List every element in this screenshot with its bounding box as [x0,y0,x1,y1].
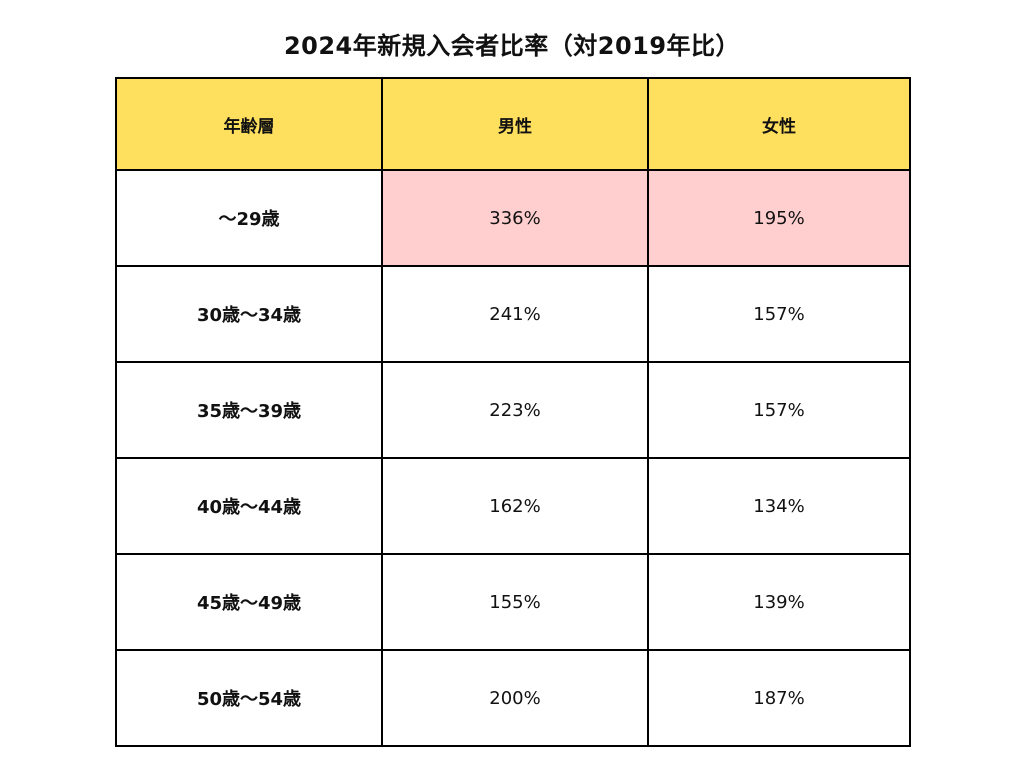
header-female: 女性 [647,77,911,171]
header-age-group: 年齢層 [115,77,383,171]
table-row: 30歳〜34歳 241% 157% [115,265,911,363]
ratio-table: 年齢層 男性 女性 〜29歳 336% 195% 30歳〜34歳 241% 15… [115,77,911,747]
chart-title: 2024年新規入会者比率（対2019年比） [283,32,741,60]
age-group-cell: 〜29歳 [115,169,383,267]
age-group-cell: 50歳〜54歳 [115,649,383,747]
table-row: 〜29歳 336% 195% [115,169,911,267]
age-group-cell: 40歳〜44歳 [115,457,383,555]
female-value-cell: 157% [647,361,911,459]
female-value-cell: 157% [647,265,911,363]
table-row: 35歳〜39歳 223% 157% [115,361,911,459]
male-value-cell: 200% [381,649,649,747]
male-value-cell: 162% [381,457,649,555]
table-row: 50歳〜54歳 200% 187% [115,649,911,747]
table-row: 40歳〜44歳 162% 134% [115,457,911,555]
age-group-cell: 35歳〜39歳 [115,361,383,459]
age-group-cell: 45歳〜49歳 [115,553,383,651]
male-value-cell: 155% [381,553,649,651]
male-value-cell: 241% [381,265,649,363]
female-value-cell: 195% [647,169,911,267]
female-value-cell: 134% [647,457,911,555]
female-value-cell: 187% [647,649,911,747]
age-group-cell: 30歳〜34歳 [115,265,383,363]
table-row: 45歳〜49歳 155% 139% [115,553,911,651]
header-male: 男性 [381,77,649,171]
male-value-cell: 223% [381,361,649,459]
header-row: 年齢層 男性 女性 [115,77,911,171]
female-value-cell: 139% [647,553,911,651]
male-value-cell: 336% [381,169,649,267]
